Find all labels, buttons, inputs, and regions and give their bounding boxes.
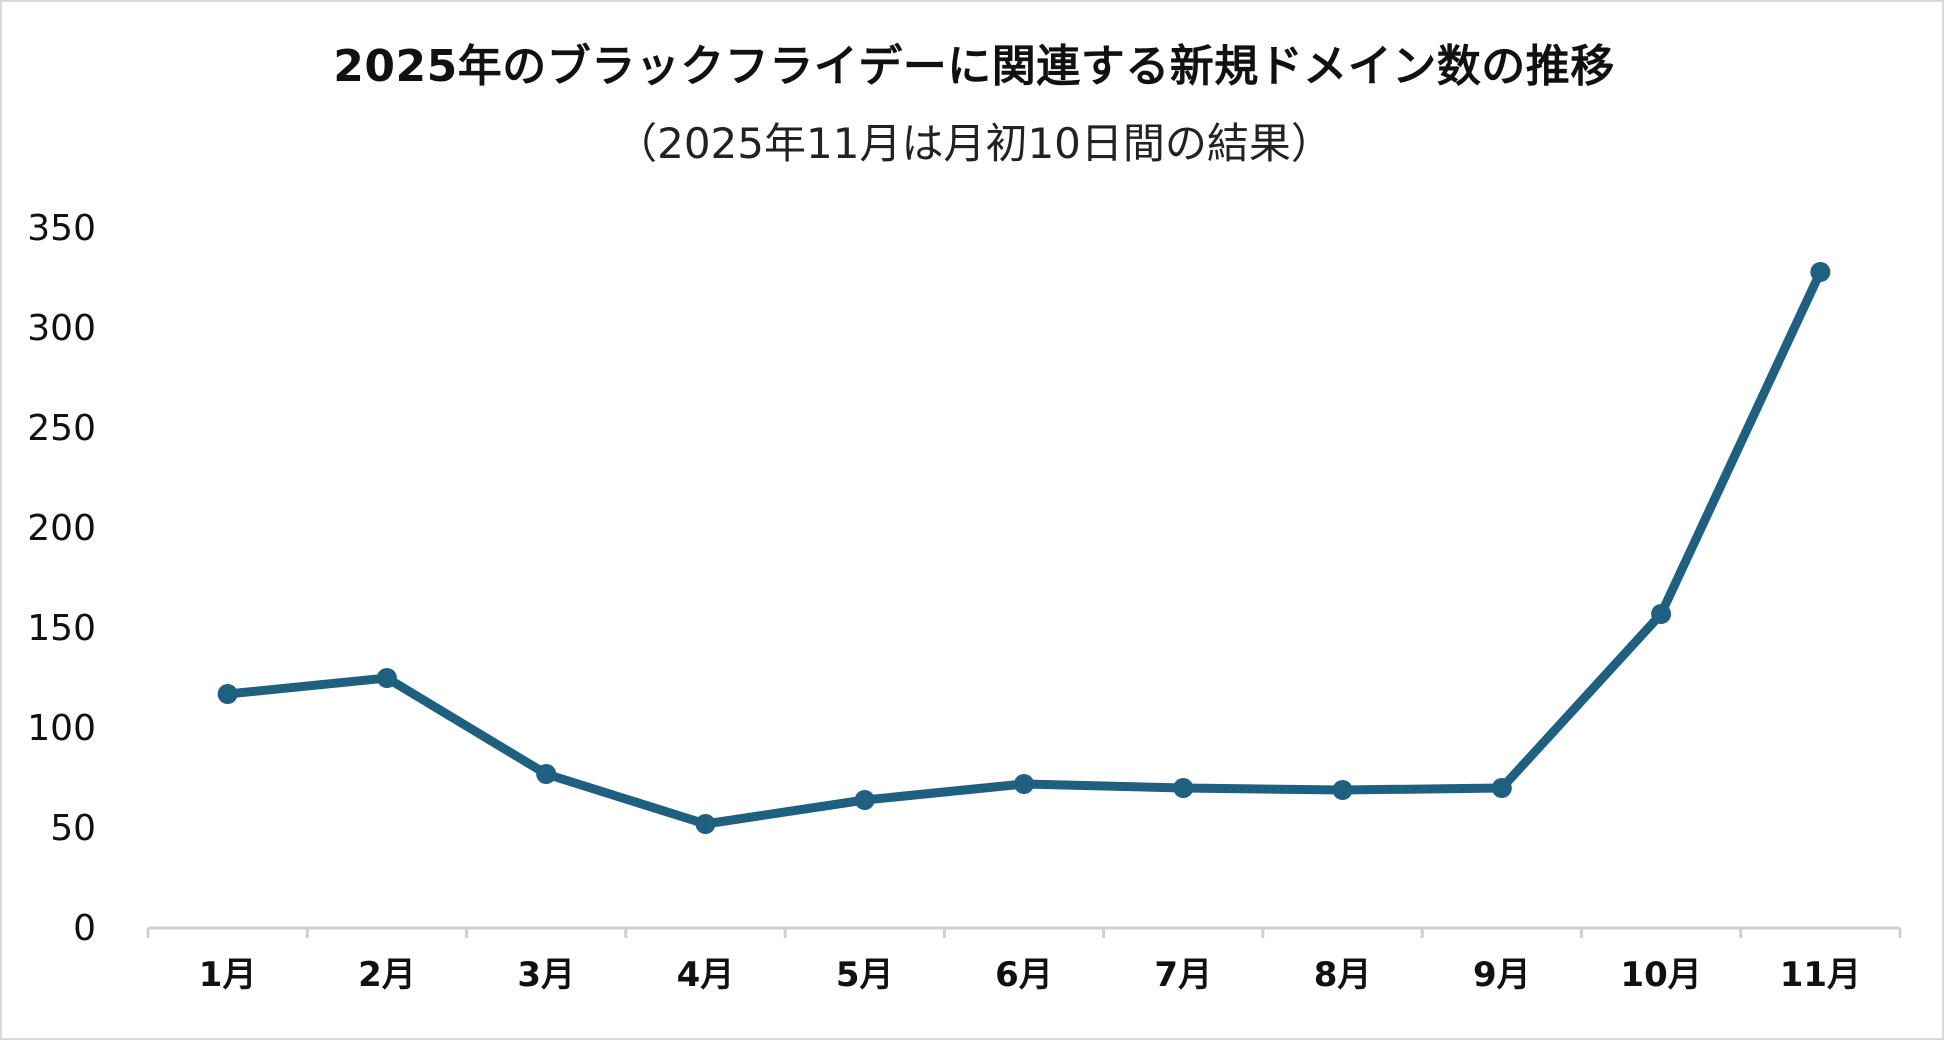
- data-point: [1651, 604, 1672, 624]
- x-tick-label: 11月: [1780, 955, 1861, 995]
- data-point: [1173, 778, 1194, 798]
- x-tick-label: 7月: [1154, 955, 1212, 995]
- y-tick-label: 350: [27, 208, 96, 249]
- y-tick-label: 50: [50, 808, 96, 849]
- x-tick-label: 4月: [677, 955, 735, 995]
- y-tick-label: 250: [27, 408, 96, 449]
- data-point: [1332, 780, 1353, 800]
- y-tick-label: 300: [27, 308, 96, 349]
- data-point: [376, 668, 397, 688]
- y-tick-label: 0: [73, 908, 96, 949]
- x-tick-label: 5月: [836, 955, 894, 995]
- x-tick-label: 1月: [199, 955, 257, 995]
- series-line: [223, 267, 1825, 829]
- y-tick-label: 200: [27, 508, 96, 549]
- y-tick-label: 150: [27, 608, 96, 649]
- x-tick-label: 6月: [995, 955, 1053, 995]
- x-tick-label: 8月: [1314, 955, 1372, 995]
- x-tick-label: 9月: [1473, 955, 1531, 995]
- data-point: [854, 790, 875, 810]
- y-tick-label: 100: [27, 708, 96, 749]
- data-point: [536, 764, 557, 784]
- x-tick-label: 10月: [1620, 955, 1701, 995]
- x-tick-label: 3月: [517, 955, 575, 995]
- data-point: [1491, 778, 1512, 798]
- data-point: [217, 684, 238, 704]
- data-point: [1810, 262, 1831, 282]
- data-point: [1014, 774, 1034, 794]
- chart-subtitle: （2025年11月は月初10日間の結果）: [615, 119, 1333, 168]
- chart-title: 2025年のブラックフライデーに関連する新規ドメイン数の推移: [333, 41, 1615, 92]
- x-tick-label: 2月: [358, 955, 416, 995]
- data-point: [695, 814, 716, 834]
